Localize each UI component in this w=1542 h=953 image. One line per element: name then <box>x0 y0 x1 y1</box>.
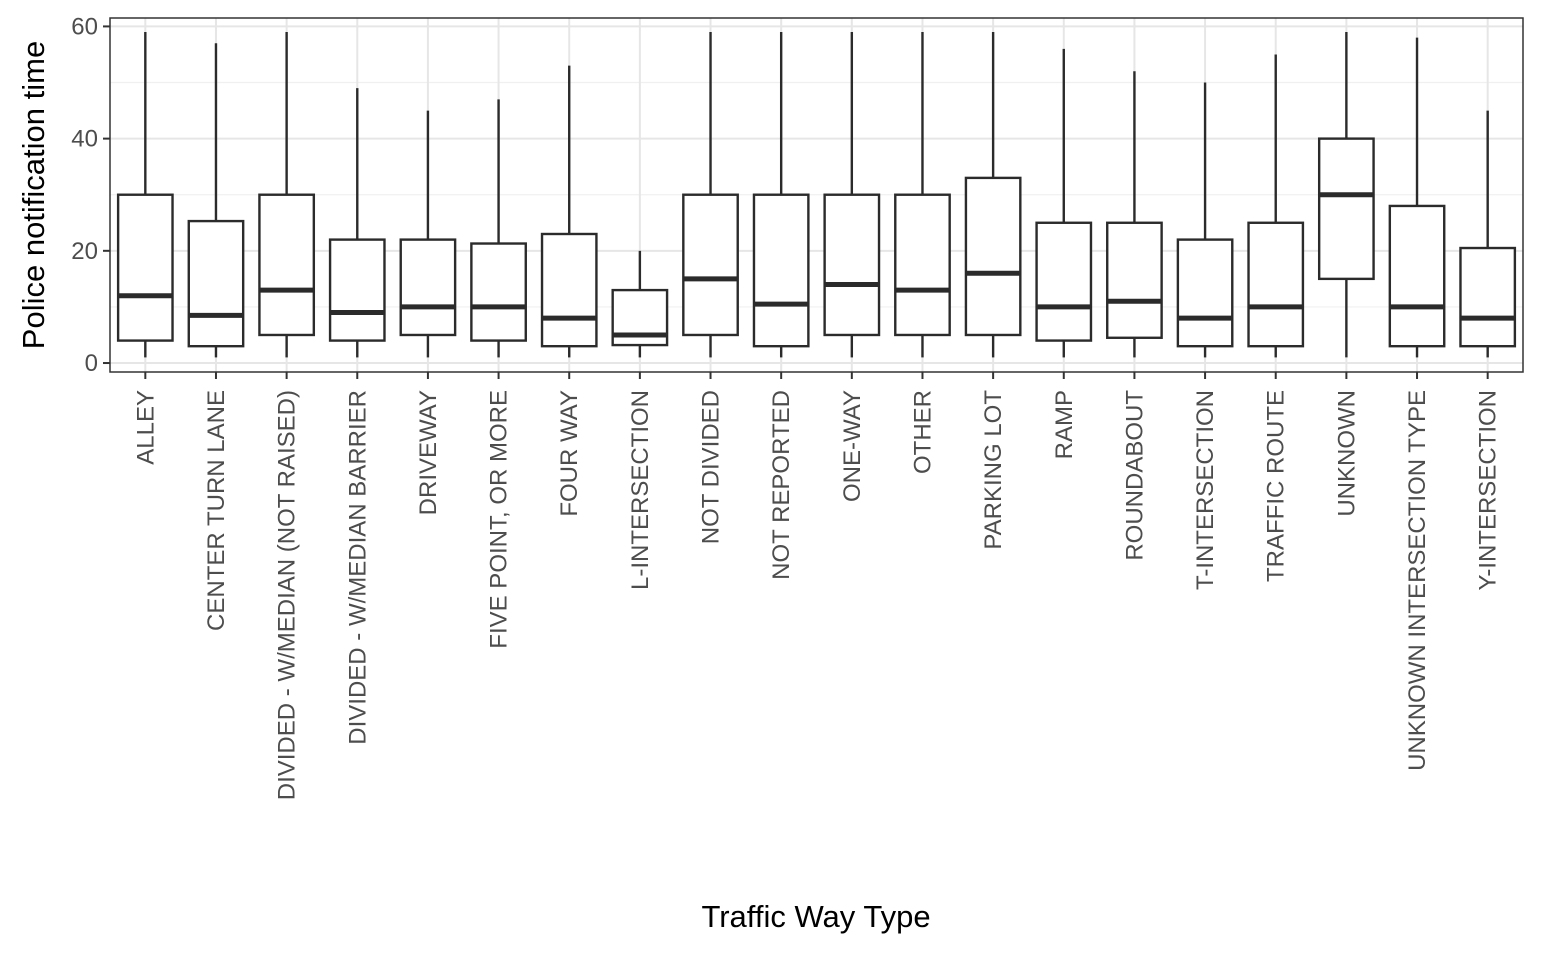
interquartile-box <box>540 232 598 348</box>
box-12 <box>894 32 951 358</box>
x-tick-label: T-INTERSECTION <box>1192 390 1219 590</box>
box-3 <box>258 32 316 358</box>
interquartile-box <box>399 238 457 337</box>
y-tick-label: 60 <box>71 13 98 40</box>
box-8 <box>611 250 669 358</box>
interquartile-box <box>328 238 386 342</box>
grid-lines <box>110 18 1523 372</box>
box-7 <box>540 65 598 358</box>
box-15 <box>1106 71 1163 358</box>
x-tick-label: L-INTERSECTION <box>627 390 654 590</box>
interquartile-box <box>1459 246 1517 348</box>
x-tick-label: Y-INTERSECTION <box>1475 390 1502 590</box>
x-tick-label: FIVE POINT, OR MORE <box>486 390 513 649</box>
interquartile-box <box>258 193 316 337</box>
box-13 <box>964 32 1022 358</box>
y-axis-ticks: 0 20 40 60 <box>71 13 110 377</box>
x-axis-title: Traffic Way Type <box>701 899 930 934</box>
box-18 <box>1317 32 1375 358</box>
interquartile-box <box>116 193 174 342</box>
box-4 <box>328 88 386 358</box>
x-tick-label: PARKING LOT <box>980 390 1007 550</box>
y-tick-label: 0 <box>85 350 98 377</box>
box-1 <box>116 32 174 358</box>
box-19 <box>1388 37 1446 358</box>
interquartile-box <box>682 193 739 337</box>
interquartile-box <box>823 193 881 337</box>
interquartile-box <box>187 219 245 348</box>
x-tick-label: RAMP <box>1051 390 1078 459</box>
x-tick-label: CENTER TURN LANE <box>203 390 230 631</box>
x-tick-label: OTHER <box>909 390 936 474</box>
x-tick-label: NOT DIVIDED <box>698 390 725 544</box>
box-11 <box>823 32 881 358</box>
plot-panel-border <box>109 17 1524 373</box>
box-5 <box>399 110 457 358</box>
x-tick-label: ROUNDABOUT <box>1121 390 1148 561</box>
box-2 <box>187 43 245 358</box>
x-tick-label: NOT REPORTED <box>768 390 795 580</box>
interquartile-box <box>470 242 527 342</box>
interquartile-box <box>1388 204 1446 348</box>
interquartile-box <box>1035 221 1093 342</box>
x-tick-label: DIVIDED - W/MEDIAN BARRIER <box>344 390 371 745</box>
box-14 <box>1035 48 1093 358</box>
boxes <box>116 32 1517 358</box>
x-tick-label: DIVIDED - W/MEDIAN (NOT RAISED) <box>274 390 301 800</box>
box-16 <box>1176 82 1234 358</box>
x-tick-label: ALLEY <box>132 390 159 465</box>
interquartile-box <box>1247 221 1305 348</box>
y-tick-label: 20 <box>71 238 98 265</box>
interquartile-box <box>1317 137 1375 281</box>
x-tick-label: UNKNOWN INTERSECTION TYPE <box>1404 390 1431 771</box>
box-20 <box>1459 110 1517 358</box>
interquartile-box <box>752 193 810 348</box>
interquartile-box <box>964 176 1022 337</box>
x-tick-label: TRAFFIC ROUTE <box>1263 390 1290 582</box>
box-9 <box>682 32 739 358</box>
x-tick-label: ONE-WAY <box>839 390 866 502</box>
y-axis-title: Police notification time <box>16 41 51 349</box>
x-tick-label: DRIVEWAY <box>415 390 442 515</box>
x-tick-label: FOUR WAY <box>556 390 583 517</box>
box-10 <box>752 32 810 358</box>
interquartile-box <box>1176 238 1234 348</box>
box-6 <box>470 99 527 358</box>
box-17 <box>1247 54 1305 358</box>
y-tick-label: 40 <box>71 126 98 153</box>
x-tick-label: UNKNOWN <box>1333 390 1360 517</box>
x-axis-ticks: ALLEY CENTER TURN LANE DIVIDED - W/MEDIAN … <box>132 372 1502 800</box>
interquartile-box <box>1106 221 1163 339</box>
interquartile-box <box>894 193 951 337</box>
